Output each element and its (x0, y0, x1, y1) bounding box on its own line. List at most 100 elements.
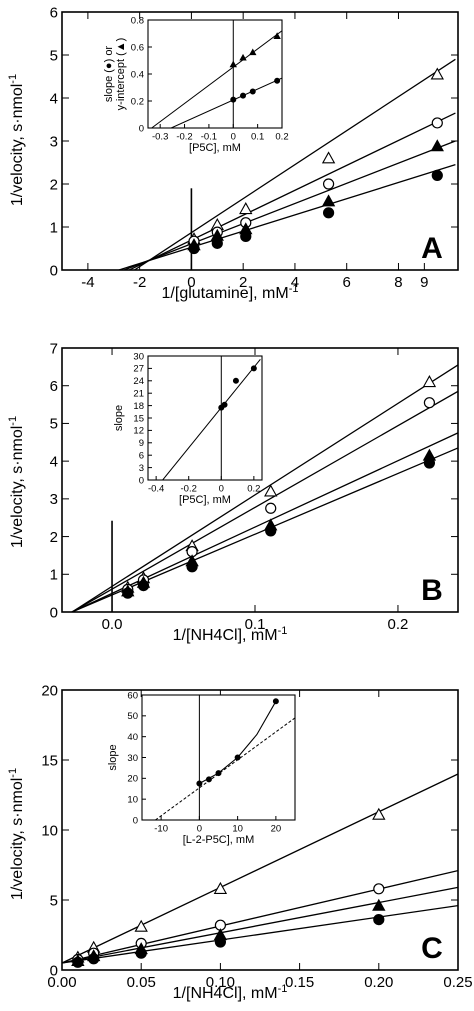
panel-a: -4 -2 0 2 4 6 8 9 0 1 2 3 4 5 6 1/[glutamine], mM-1 1/ve… (7, 4, 459, 302)
fit-line (62, 773, 458, 964)
data-point-open-triangle (134, 919, 148, 932)
inset-y-tick-label: 21 (133, 389, 144, 400)
data-point-open-circle (431, 117, 443, 129)
panel-label: A (421, 232, 443, 265)
panel-label: C (421, 932, 443, 965)
inset-y-axis-label: slope (113, 405, 125, 431)
data-point-open-circle (423, 397, 436, 409)
y-tick-label: 6 (50, 378, 58, 395)
inset-y-axis-label-line2: y-intercept (▲) (115, 38, 127, 111)
x-tick-label: -4 (81, 274, 94, 291)
inset-y-label-text: ) or (103, 46, 115, 63)
y-tick-label: 0 (50, 962, 58, 979)
fit-line (71, 432, 458, 612)
x-tick-label: 0 (187, 274, 195, 291)
data-point-filled-circle (88, 953, 100, 965)
y-tick-label: 4 (50, 453, 58, 470)
data-point-open-triangle (239, 202, 253, 215)
inset-y-tick-label: 20 (127, 774, 138, 785)
inset-fit-line (151, 30, 282, 128)
inset-data-point-filled-circle (215, 770, 222, 777)
inset-data-point-filled-triangle (249, 48, 257, 56)
inset-plot-area (151, 20, 282, 128)
y-tick-label: 10 (41, 822, 58, 839)
data-point-open-triangle (321, 151, 336, 164)
x-tick-label: 0.0 (102, 616, 123, 633)
x-tick-label: 0.00 (47, 974, 76, 991)
inset-y-tick-label: 0 (139, 475, 144, 486)
inset-y-tick-label: 3 (139, 463, 144, 474)
y-axis-label: 1/velocity, s·nmol-1 (7, 416, 26, 548)
data-point-open-triangle (430, 67, 444, 80)
x-tick-label: 8 (394, 274, 402, 291)
inset-y-tick-label: 30 (127, 753, 138, 764)
data-point-filled-triangle (321, 194, 336, 207)
inset-x-tick-label: -0.3 (152, 132, 168, 143)
inset-plot-frame (147, 355, 263, 481)
y-tick-label: 5 (50, 47, 58, 64)
inset-y-tick-label: 9 (139, 438, 144, 449)
plot-area (62, 773, 458, 964)
x-axis-label-superscript: -1 (289, 283, 299, 295)
inset-data-point-filled-circle (230, 96, 237, 103)
data-point-open-triangle (372, 807, 386, 820)
y-axis-label: 1/velocity, s·nmol-1 (7, 768, 26, 900)
data-point-open-circle (373, 883, 385, 895)
inset-y-label-text: slope ( (103, 69, 115, 102)
data-point-filled-circle (214, 936, 226, 948)
inset-y-label-text: ) (115, 38, 127, 42)
data-point-filled-circle (135, 947, 147, 959)
y-axis-label-superscript: -1 (7, 416, 19, 426)
inset-y-tick-label: 0.8 (131, 15, 144, 26)
x-axis-label: 1/[NH4Cl], mM-1 (173, 625, 288, 644)
inset-x-tick-label: 0 (231, 132, 236, 143)
inset-dashed-fit-line (155, 717, 295, 820)
y-tick-label: 2 (50, 529, 58, 546)
x-axis-label: 1/[glutamine], mM-1 (162, 283, 299, 302)
filled-circle-symbol: ● (103, 62, 115, 69)
x-tick-label: 0.10 (206, 974, 235, 991)
y-tick-label: 1 (50, 219, 58, 236)
y-tick-label: 5 (50, 892, 58, 909)
inset-x-tick-label: -0.2 (181, 484, 197, 495)
inset-data-point-filled-circle (196, 780, 203, 787)
inset-y-tick-label: 50 (127, 711, 138, 722)
data-point-filled-circle (188, 242, 200, 255)
plot-area (118, 58, 456, 270)
y-tick-label: 4 (50, 90, 58, 107)
x-axis-label-superscript: -1 (278, 625, 288, 637)
inset-data-point-filled-circle (232, 377, 239, 384)
fit-line (123, 140, 456, 270)
inset-y-tick-label: 15 (133, 413, 144, 424)
y-tick-label: 7 (50, 340, 58, 357)
y-axis-label-superscript: -1 (7, 768, 19, 778)
y-tick-label: 5 (50, 416, 58, 433)
y-tick-label: 2 (50, 176, 58, 193)
inset-y-tick-label: 27 (133, 364, 144, 375)
data-point-open-circle (322, 178, 335, 190)
inset-y-tick-label: 0.6 (131, 42, 144, 53)
inset-y-tick-label: 60 (127, 690, 138, 701)
inset-data-point-filled-triangle (239, 53, 247, 61)
x-tick-label: 0.15 (285, 974, 314, 991)
inset-data-point-filled-circle (274, 77, 281, 84)
panel-c: 0.00 0.05 0.10 0.15 0.20 0.25 0 5 10 15 20 1/[NH4Cl… (7, 682, 473, 1002)
y-tick-label: 0 (50, 262, 58, 279)
filled-triangle-symbol: ▲ (115, 41, 127, 52)
data-point-open-triangle (213, 881, 228, 894)
inset-data-point-filled-circle (240, 92, 247, 99)
inset-data-point-filled-circle (234, 754, 241, 761)
data-point-filled-circle (265, 525, 277, 537)
data-point-filled-triangle (430, 139, 444, 152)
inset-data-point-filled-circle (250, 365, 257, 372)
inset-plot-area (162, 356, 261, 480)
inset-x-tick-label: 20 (271, 824, 282, 835)
data-point-filled-circle (240, 230, 252, 243)
inset-data-point-filled-circle (205, 776, 212, 783)
y-axis-label-superscript: -1 (7, 74, 19, 84)
data-point-filled-circle (137, 579, 150, 592)
inset-plot-frame (147, 19, 283, 129)
fit-line (134, 58, 456, 270)
inset-plot: -0.3 -0.2 -0.1 0 0.1 0.2 0 0.2 0.4 0.6 0.8 [P5C], m… (103, 15, 289, 154)
y-tick-label: 20 (41, 682, 58, 699)
